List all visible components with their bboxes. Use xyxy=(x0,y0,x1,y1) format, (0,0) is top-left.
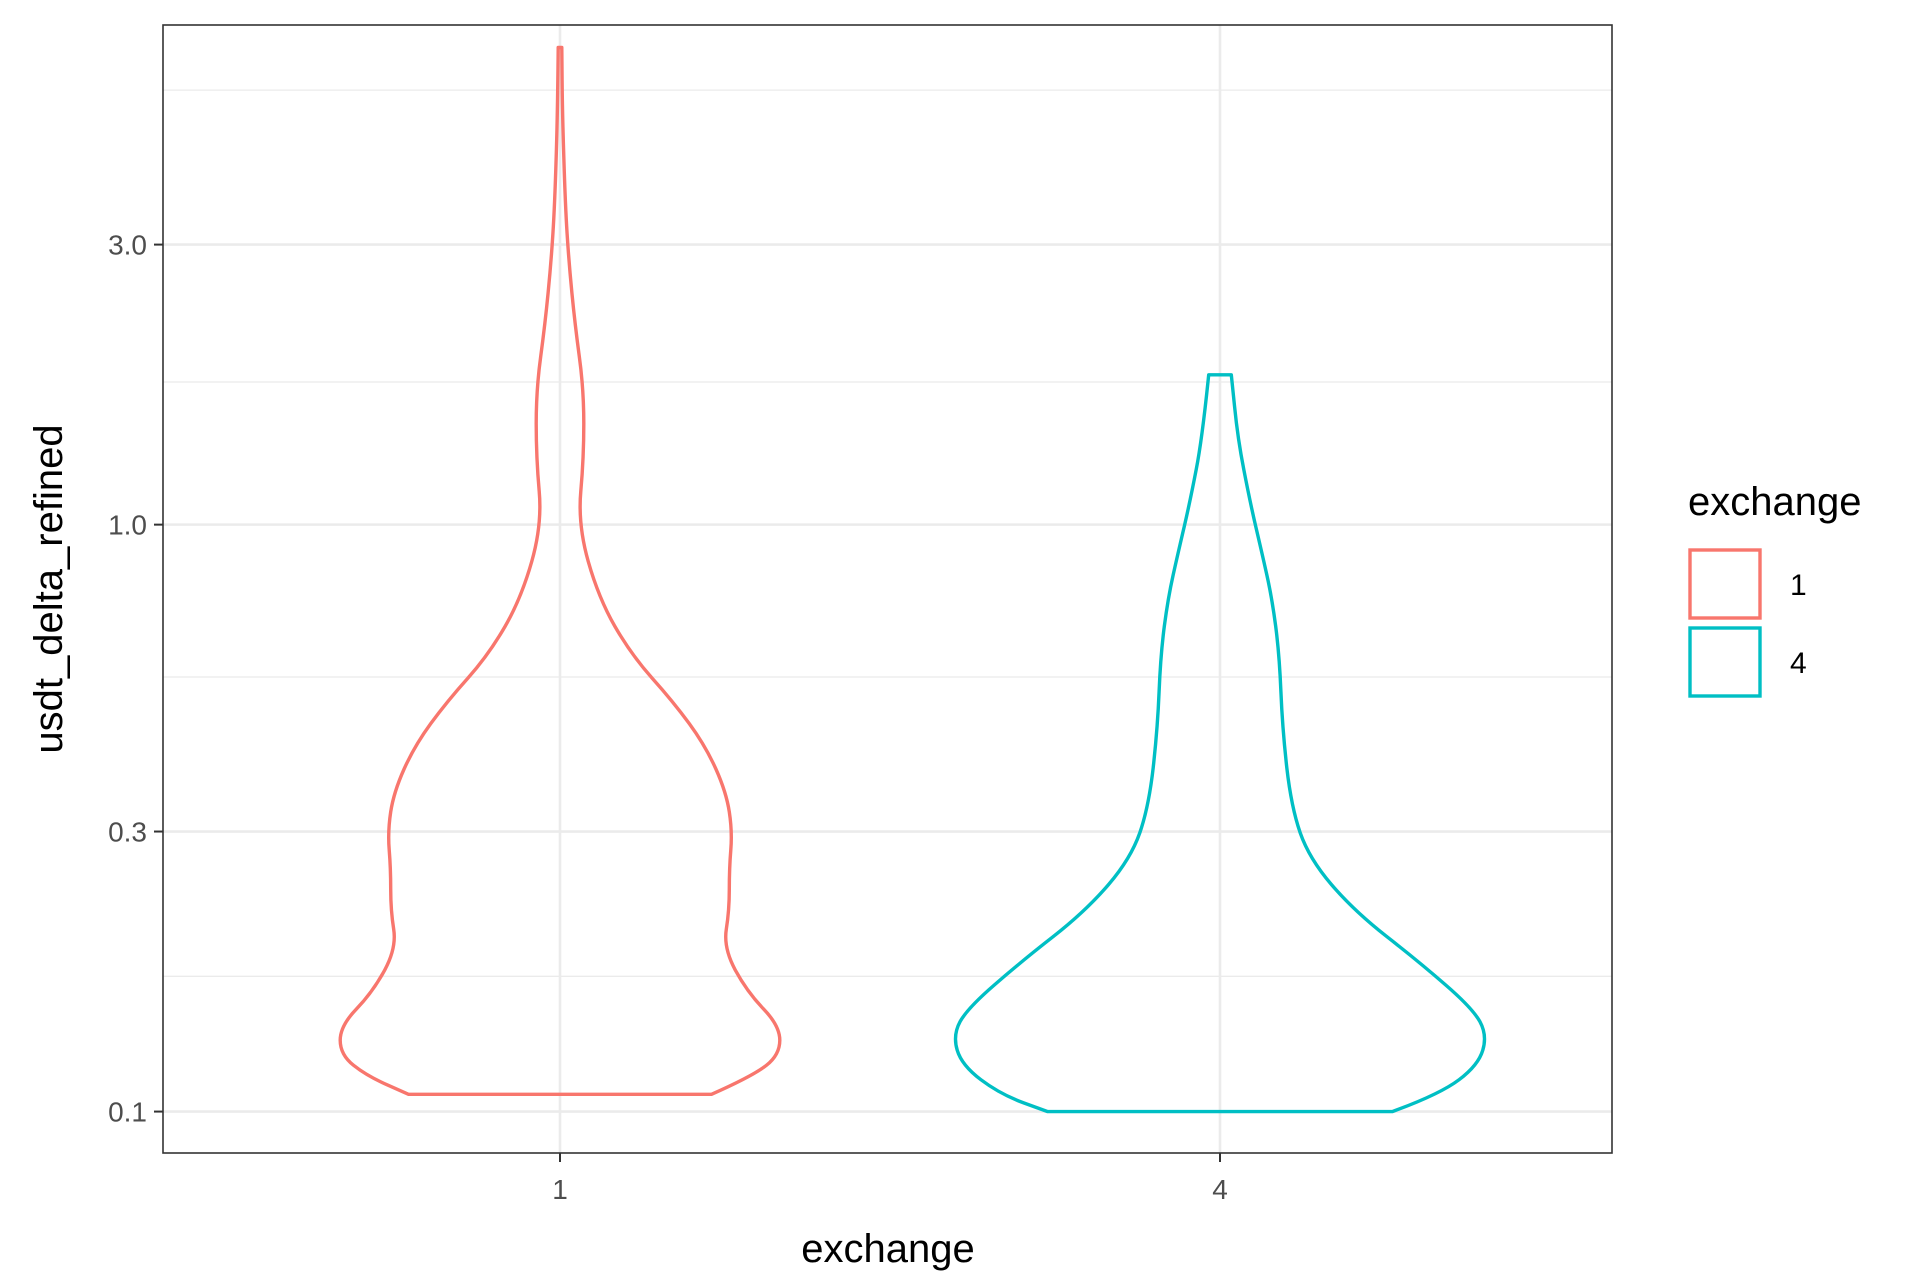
y-tick-label-3.0: 3.0 xyxy=(108,230,147,261)
legend-label-4: 4 xyxy=(1790,647,1807,680)
x-tick-label-1: 1 xyxy=(552,1174,568,1205)
legend: exchange 1 4 xyxy=(1688,480,1861,698)
grid-lines xyxy=(163,25,1612,1153)
legend-key-1 xyxy=(1688,548,1762,620)
x-axis-title: exchange xyxy=(801,1227,974,1271)
violin-4 xyxy=(953,373,1487,1114)
x-tick-label-4: 4 xyxy=(1212,1174,1228,1205)
y-tick-label-0.1: 0.1 xyxy=(108,1097,147,1128)
y-tick-label-0.3: 0.3 xyxy=(108,817,147,848)
legend-label-1: 1 xyxy=(1790,569,1807,602)
violin-1 xyxy=(338,45,782,1096)
y-axis-title: usdt_delta_refined xyxy=(27,424,71,753)
legend-title: exchange xyxy=(1688,480,1861,524)
violins xyxy=(338,45,1487,1114)
legend-key-4 xyxy=(1688,626,1762,698)
panel-border xyxy=(162,24,1613,1154)
panel-background xyxy=(163,25,1612,1153)
y-axis: 0.1 0.3 1.0 3.0 xyxy=(108,230,163,1128)
y-tick-label-1.0: 1.0 xyxy=(108,510,147,541)
